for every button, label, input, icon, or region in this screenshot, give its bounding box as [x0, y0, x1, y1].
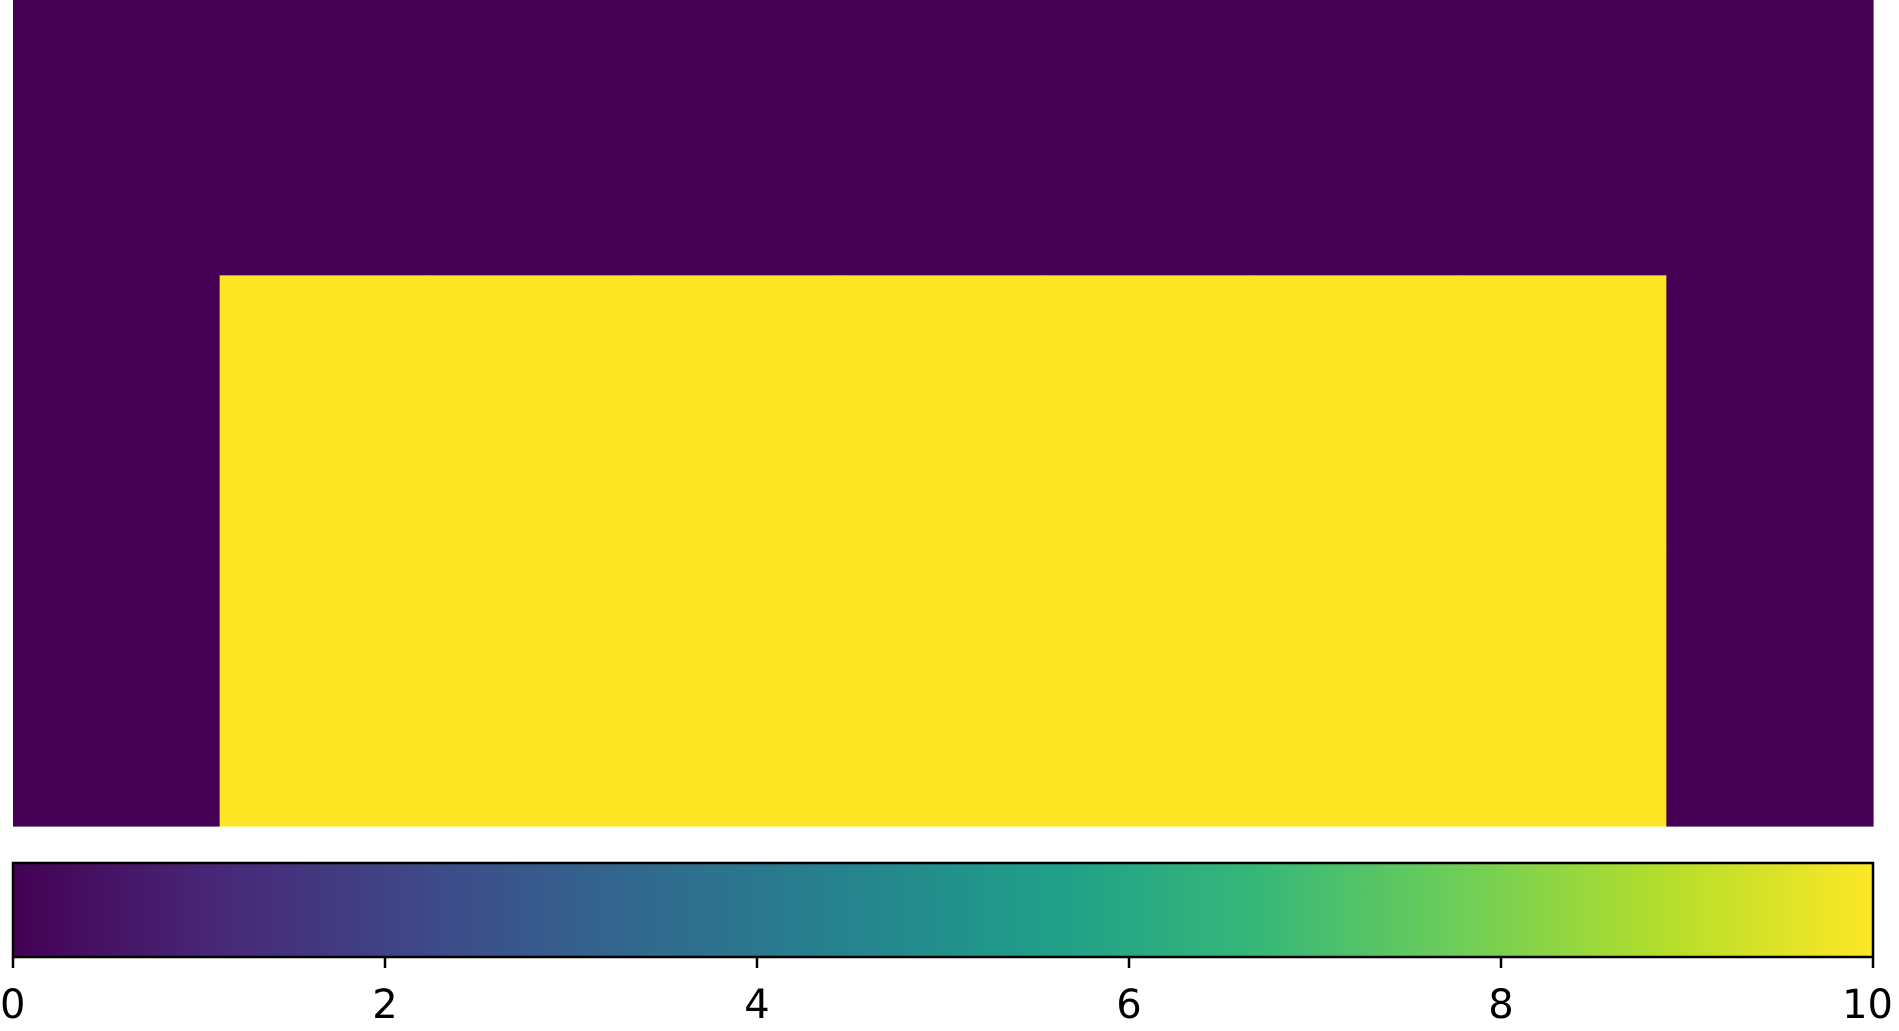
colorbar-tick-label: 4 — [744, 982, 769, 1027]
heatmap-cell — [219, 0, 427, 276]
colorbar-gradient — [11, 861, 1875, 959]
heatmap-cell — [219, 550, 427, 827]
heatmap-cell — [1253, 0, 1461, 276]
heatmap-cell — [633, 275, 841, 552]
heatmap-cell — [219, 275, 427, 552]
heatmap-cell — [839, 0, 1047, 276]
heatmap-cell — [1459, 550, 1667, 827]
heatmap-cell — [13, 275, 221, 552]
heatmap-cell — [839, 275, 1047, 552]
colorbar-tick-label: 8 — [1488, 982, 1513, 1027]
heatmap-cell — [1666, 0, 1874, 276]
heatmap-cell — [1666, 550, 1874, 827]
heatmap-cell — [426, 550, 634, 827]
heatmap-cell — [13, 0, 221, 276]
colorbar-tick-label: 2 — [372, 982, 397, 1027]
heatmap-cell — [1666, 275, 1874, 552]
colorbar-tick-label: 10 — [1842, 982, 1893, 1027]
heatmap-cell — [1459, 275, 1667, 552]
heatmap-cell — [426, 275, 634, 552]
heatmap-cell — [633, 0, 841, 276]
heatmap-cell — [1459, 0, 1667, 276]
heatmap-cells — [13, 0, 1874, 827]
colorbar-tick-label: 0 — [0, 982, 25, 1027]
heatmap-cell — [13, 550, 221, 827]
colorbar-tick-label: 6 — [1116, 982, 1141, 1027]
colorbar: 0 2 4 6 8 10 — [0, 861, 1893, 1028]
heatmap-cell — [1253, 275, 1461, 552]
heatmap-cell — [426, 0, 634, 276]
heatmap-cell — [1253, 550, 1461, 827]
heatmap-cell — [839, 550, 1047, 827]
heatmap-cell — [1046, 275, 1254, 552]
heatmap-cell — [1046, 550, 1254, 827]
heatmap-cell — [1046, 0, 1254, 276]
heatmap-cell — [633, 550, 841, 827]
